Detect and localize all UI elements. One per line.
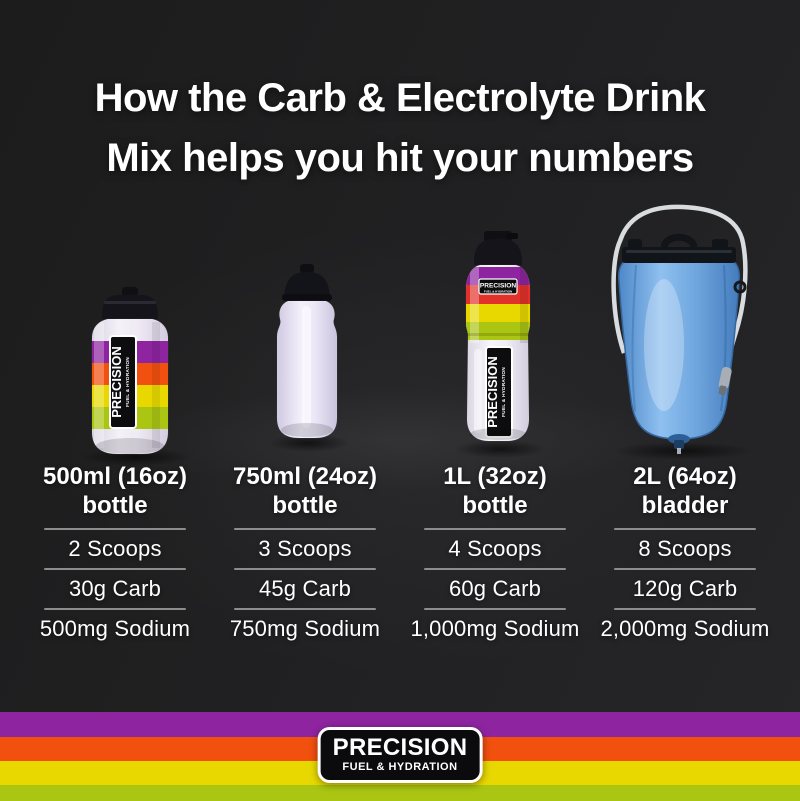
carb-value: 120g Carb [632,576,738,601]
label-brand-tagline: FUEL & HYDRATION [501,367,507,417]
footer-stripe-green [0,785,800,801]
page-title: How the Carb & Electrolyte Drink Mix hel… [0,68,800,188]
sodium-value: 500mg Sodium [39,616,191,641]
bottle-1l-image: PRECISION FUEL & HYDRATION PRECISION FUE… [462,231,534,447]
divider [234,528,376,530]
bottle-label [485,346,513,438]
carb-value: 45g Carb [258,576,352,601]
bottle-shadow [268,434,350,452]
container-text: bottle [462,492,528,519]
sodium-value: 2,000mg Sodium [600,616,770,641]
bottle-spout [484,231,512,242]
container-text: bladder [641,492,729,519]
bottle-highlight [302,306,311,428]
badge-brand-name: PRECISION [480,283,517,290]
bladder-shadow [612,442,752,460]
bottle-shadow [454,440,546,458]
bite-valve [718,366,732,396]
bottle-highlight [474,349,482,433]
scoops-value: 8 Scoops [638,536,732,561]
bottle-label [109,335,137,429]
bottle-spout [300,264,314,273]
scoops-value: 4 Scoops [448,536,542,561]
size-text: 750ml (24oz) [232,463,378,490]
divider [614,608,756,610]
column-500ml: 500ml (16oz) bottle 2 Scoops 30g Carb 50… [20,462,210,648]
bottle-cap [474,239,522,265]
column-2l: 2L (64oz) bladder 8 Scoops 120g Carb 2,0… [590,462,780,648]
divider [424,528,566,530]
column-1l: 1L (32oz) bottle 4 Scoops 60g Carb 1,000… [400,462,590,648]
size-label: 1L (32oz) bottle [400,462,590,520]
divider [424,568,566,570]
carb-value: 30g Carb [68,576,162,601]
divider [44,608,186,610]
bottle-750ml-svg [276,264,338,439]
bottle-500ml-image: PRECISION FUEL & HYDRATION [86,286,174,458]
bottle-500ml-svg: PRECISION FUEL & HYDRATION [91,287,169,455]
bladder-port [668,434,690,444]
divider [614,528,756,530]
brand-tagline: FUEL & HYDRATION [342,761,458,773]
column-750ml: 750ml (24oz) bottle 3 Scoops 45g Carb 75… [210,462,400,648]
bladder-2l-image [606,203,758,455]
bladder-2l-svg [611,204,748,454]
bottle-1l-svg: PRECISION FUEL & HYDRATION PRECISION FUE… [465,231,531,442]
scoops-value: 3 Scoops [258,536,352,561]
spec-table: 500ml (16oz) bottle 2 Scoops 30g Carb 50… [20,462,780,648]
container-text: bottle [272,492,338,519]
title-line-1: How the Carb & Electrolyte Drink [94,76,706,120]
bladder-handle [660,233,698,249]
divider [44,568,186,570]
size-label: 500ml (16oz) bottle [20,462,210,520]
size-label: 750ml (24oz) bottle [210,462,400,520]
sodium-value: 750mg Sodium [229,616,381,641]
divider [234,608,376,610]
divider [614,568,756,570]
sodium-value: 1,000mg Sodium [410,616,580,641]
size-label: 2L (64oz) bladder [590,462,780,520]
label-brand-name: PRECISION [485,356,500,428]
bladder-highlight [644,279,684,411]
label-brand-tagline: FUEL & HYDRATION [125,357,131,407]
brand-name: PRECISION [332,734,468,761]
tube-clip [733,280,747,294]
rainbow-stripes [466,265,530,343]
bottle-750ml-image [274,264,340,442]
scoops-value: 2 Scoops [68,536,162,561]
divider [234,568,376,570]
bottle-spout [122,287,138,296]
brand-logo: PRECISION FUEL & HYDRATION [317,727,483,783]
bottle-band-badge [478,278,518,295]
badge-brand-tagline: FUEL & HYDRATION [484,290,512,294]
carb-value: 60g Carb [448,576,542,601]
title-line-2: Mix helps you hit your numbers [106,136,694,180]
footer-stripes [0,712,800,801]
bottle-cap [284,272,330,301]
container-text: bottle [82,492,148,519]
size-text: 2L (64oz) [633,463,737,490]
label-brand-name: PRECISION [109,346,124,418]
size-text: 500ml (16oz) [42,463,188,490]
divider [424,608,566,610]
bottle-cap [102,295,158,319]
divider [44,528,186,530]
bladder-top-bar [622,247,736,263]
size-text: 1L (32oz) [443,463,547,490]
